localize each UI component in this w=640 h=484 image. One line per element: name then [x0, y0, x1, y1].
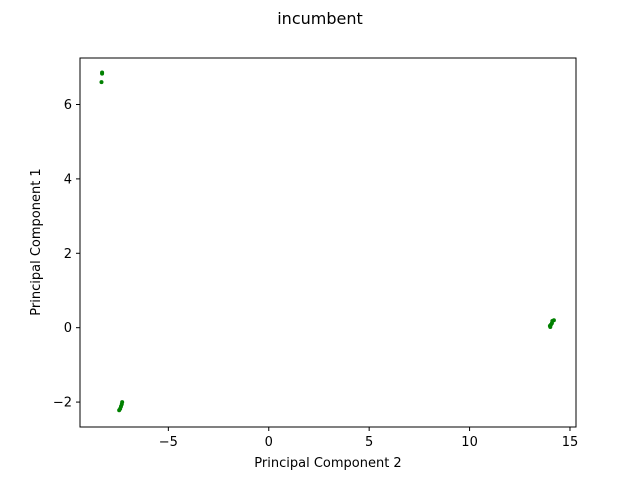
- x-axis-label: Principal Component 2: [254, 456, 401, 471]
- data-point-0-1: [100, 71, 105, 76]
- x-tick-label: −5: [159, 435, 178, 450]
- y-tick-label: 2: [64, 247, 72, 262]
- chart-title: incumbent: [277, 9, 363, 28]
- x-tick-label: 10: [461, 435, 478, 450]
- data-point-0-13: [548, 324, 553, 329]
- y-tick-label: 6: [64, 98, 72, 113]
- data-point-0-12: [551, 318, 556, 323]
- y-axis-label: Principal Component 1: [29, 168, 44, 315]
- x-tick-label: 5: [365, 435, 373, 450]
- x-axis-ticks: −5 0 5 10 15: [159, 427, 578, 450]
- y-tick-label: 4: [64, 172, 72, 187]
- plot-area: −5 0 5 10 15 −2 0 2 4 6: [53, 57, 578, 450]
- y-tick-label: 0: [64, 321, 72, 336]
- y-axis-ticks: −2 0 2 4 6: [53, 98, 80, 411]
- x-tick-label: 15: [562, 435, 579, 450]
- plot-frame: [79, 57, 577, 428]
- x-tick-label: 0: [265, 435, 273, 450]
- data-point-0-7: [117, 408, 122, 413]
- data-point-0-2: [99, 80, 104, 85]
- y-tick-label: −2: [53, 396, 72, 411]
- points-layer: [99, 70, 556, 413]
